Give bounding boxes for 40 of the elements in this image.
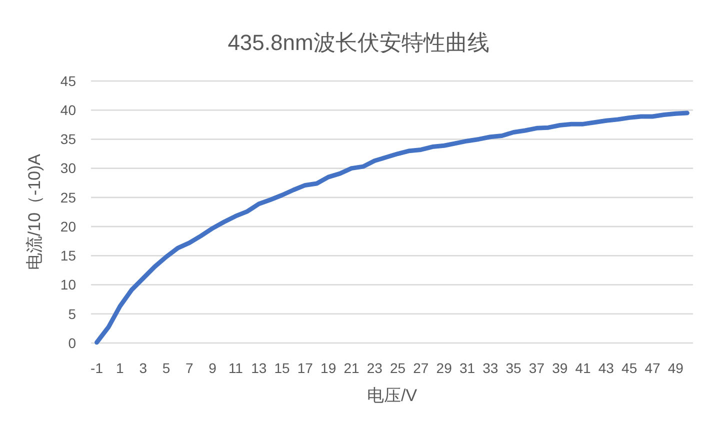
x-tick-label: 49 bbox=[668, 360, 684, 376]
x-tick-label: 35 bbox=[506, 360, 522, 376]
x-tick-label: 9 bbox=[208, 360, 217, 376]
x-tick-label: 41 bbox=[575, 360, 592, 376]
y-tick-label: 5 bbox=[68, 306, 76, 322]
x-axis-title: 电压/V bbox=[366, 386, 418, 405]
x-tick-label: 43 bbox=[598, 360, 614, 376]
x-tick-label: 37 bbox=[528, 360, 545, 376]
x-tick-label: 45 bbox=[622, 360, 638, 376]
x-tick-label: 29 bbox=[436, 360, 452, 376]
y-tick-label: 20 bbox=[60, 218, 76, 234]
line-series bbox=[94, 110, 690, 345]
x-tick-label: -1 bbox=[90, 360, 104, 376]
chart-title: 435.8nm波长伏安特性曲线 bbox=[228, 30, 490, 55]
y-tick-label: 0 bbox=[68, 334, 76, 351]
x-tick-label: 33 bbox=[482, 360, 498, 376]
x-tick-label: 31 bbox=[459, 360, 476, 376]
y-tick-label: 35 bbox=[60, 131, 76, 148]
x-tick-label: 47 bbox=[644, 360, 660, 376]
y-tick-label: 30 bbox=[60, 160, 76, 176]
y-tick-label: 45 bbox=[60, 72, 76, 89]
x-tick-label: 1 bbox=[116, 360, 124, 376]
x-tick-label: 39 bbox=[552, 360, 568, 376]
x-tick-label: 3 bbox=[139, 360, 148, 376]
x-tick-label: 15 bbox=[274, 360, 290, 376]
x-tick-label: 7 bbox=[186, 360, 194, 376]
y-tick-label: 25 bbox=[60, 189, 76, 206]
x-tick-label: 11 bbox=[228, 360, 244, 376]
x-tick-label: 17 bbox=[297, 360, 314, 376]
y-tick-label: 10 bbox=[60, 276, 76, 293]
x-tick-label: 25 bbox=[390, 360, 406, 376]
y-tick-label: 40 bbox=[60, 102, 76, 118]
x-tick-label: 27 bbox=[413, 360, 429, 376]
x-tick-label: 23 bbox=[366, 360, 383, 376]
y-axis-title: 电流/10（-10)A bbox=[25, 153, 44, 270]
x-tick-label: 19 bbox=[320, 360, 336, 376]
x-tick-label: 5 bbox=[162, 360, 170, 376]
x-tick-label: 21 bbox=[344, 360, 360, 376]
y-tick-label: 15 bbox=[60, 248, 76, 264]
x-tick-label: 13 bbox=[251, 360, 267, 376]
